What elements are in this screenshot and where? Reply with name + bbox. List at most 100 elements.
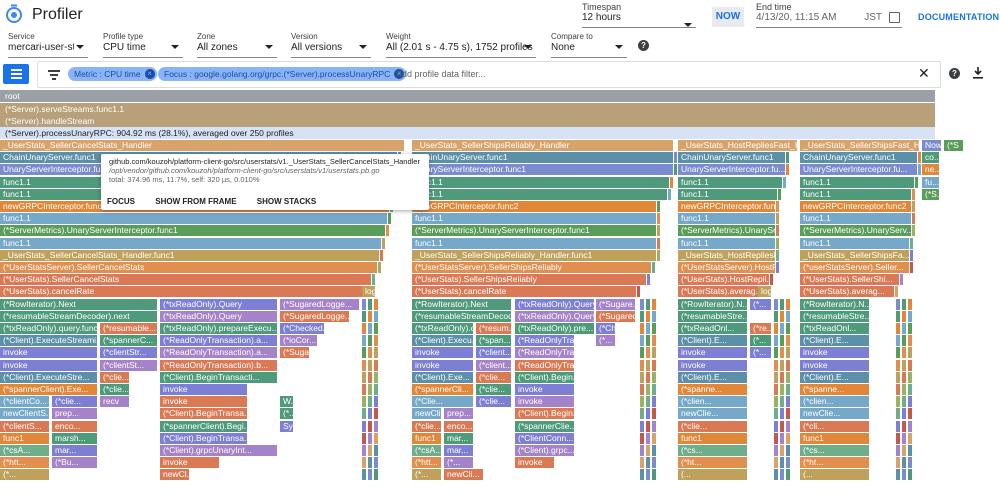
stack-frame[interactable]: [368, 469, 373, 481]
stack-frame[interactable]: func1.1: [800, 237, 910, 249]
stack-frame[interactable]: (*S: [944, 140, 964, 151]
stack-frame[interactable]: func1.1: [800, 213, 912, 225]
stack-frame[interactable]: (*clientSt...: [100, 359, 158, 371]
stack-frame[interactable]: [910, 249, 914, 261]
stack-frame[interactable]: [374, 432, 379, 444]
stack-frame[interactable]: (*re...: [750, 323, 772, 334]
stack-frame[interactable]: enco...: [444, 420, 474, 432]
stack-frame[interactable]: [374, 445, 379, 456]
stack-frame[interactable]: [774, 323, 779, 334]
stack-frame[interactable]: [780, 396, 785, 408]
stack-frame[interactable]: [646, 335, 651, 347]
stack-frame[interactable]: _UserStats_HostRepliesFast...: [678, 249, 776, 261]
stack-frame[interactable]: [896, 408, 901, 420]
stack-frame[interactable]: [640, 457, 645, 469]
stack-frame[interactable]: (*UserStatsServer).SellerShipsReliably: [412, 262, 652, 273]
stack-frame[interactable]: [896, 384, 901, 395]
stack-frame[interactable]: (*Client).grpc...: [515, 445, 575, 456]
stack-frame[interactable]: [640, 420, 645, 432]
stack-frame[interactable]: [780, 384, 785, 395]
stack-frame[interactable]: newGRPCInterceptor.func2: [412, 201, 657, 212]
stack-frame[interactable]: (*client...: [476, 359, 512, 371]
stack-frame[interactable]: [646, 457, 651, 469]
stack-frame[interactable]: func1.1: [0, 237, 382, 249]
metric-chip[interactable]: Metric : CPU time ×: [68, 67, 157, 81]
stack-frame[interactable]: (*...: [596, 335, 616, 347]
stack-frame[interactable]: (*ServerMetrics).UnaryServerInterceptor.…: [412, 225, 657, 237]
stack-frame[interactable]: (*htt...: [412, 457, 442, 469]
stack-frame[interactable]: [896, 323, 901, 334]
stack-frame[interactable]: enco...: [52, 420, 98, 432]
stack-frame[interactable]: [902, 457, 907, 469]
stack-frame[interactable]: [368, 335, 373, 347]
stack-frame[interactable]: [774, 347, 779, 359]
stack-frame[interactable]: (*Client).Begin...: [515, 408, 575, 420]
stack-frame[interactable]: [652, 323, 657, 334]
stack-frame[interactable]: [378, 262, 382, 273]
handle-stream-frame[interactable]: (*Server).handleStream: [0, 115, 935, 127]
stack-frame[interactable]: (*csA...: [412, 445, 442, 456]
stack-frame[interactable]: [780, 469, 785, 481]
stack-frame[interactable]: (*UserStats).HostRepli...: [678, 274, 770, 286]
stack-frame[interactable]: (*ClientConn...: [515, 432, 575, 444]
stack-frame[interactable]: [652, 420, 657, 432]
stack-frame[interactable]: [774, 396, 779, 408]
stack-frame[interactable]: (*UserStats).cancelRate: [412, 286, 637, 298]
stack-frame[interactable]: [362, 298, 367, 310]
stack-frame[interactable]: [896, 310, 901, 322]
stack-frame[interactable]: [780, 445, 785, 456]
stack-frame[interactable]: newCli...: [444, 469, 484, 481]
stack-frame[interactable]: (*Checked...: [280, 323, 325, 334]
stack-frame[interactable]: [776, 262, 780, 273]
stack-frame[interactable]: [640, 408, 645, 420]
stack-frame[interactable]: [362, 371, 367, 383]
stack-frame[interactable]: (*Client).Begin...: [515, 371, 575, 383]
stack-frame[interactable]: [640, 298, 645, 310]
stack-frame[interactable]: (*resum...: [476, 323, 512, 334]
stack-frame[interactable]: [374, 359, 379, 371]
stack-frame[interactable]: [774, 408, 779, 420]
stack-frame[interactable]: [896, 347, 901, 359]
version-select[interactable]: Version All versions: [291, 32, 371, 58]
stack-frame[interactable]: newGRPCInterceptor.func2: [678, 201, 776, 212]
stack-frame[interactable]: (*ReadOnlyTrans...: [515, 359, 575, 371]
stack-frame[interactable]: [902, 396, 907, 408]
stack-frame[interactable]: (*clientStr...: [100, 347, 158, 359]
zone-select[interactable]: Zone All zones: [197, 32, 277, 58]
clear-filters-icon[interactable]: ✕: [918, 65, 930, 81]
stack-frame[interactable]: (*client...: [476, 347, 512, 359]
stack-frame[interactable]: [640, 323, 645, 334]
stack-frame[interactable]: [774, 384, 779, 395]
stack-frame[interactable]: [646, 298, 651, 310]
stack-frame[interactable]: [652, 310, 657, 322]
stack-frame[interactable]: [646, 396, 651, 408]
stack-frame[interactable]: [786, 359, 791, 371]
stack-frame[interactable]: [908, 298, 913, 310]
stack-frame[interactable]: func1.1: [678, 188, 778, 200]
stack-frame[interactable]: [374, 384, 379, 395]
stack-frame[interactable]: (...: [678, 469, 748, 481]
stack-frame[interactable]: [368, 432, 373, 444]
stack-frame[interactable]: [362, 432, 367, 444]
stack-frame[interactable]: (*txReadOnly).Query: [515, 310, 595, 322]
stack-frame[interactable]: (*resumableStre...: [678, 310, 748, 322]
stack-frame[interactable]: (*UserStatsServer).SellerCancelStats: [0, 262, 378, 273]
stack-frame[interactable]: [652, 371, 657, 383]
stack-frame[interactable]: [786, 384, 791, 395]
stack-frame[interactable]: [362, 408, 367, 420]
stack-frame[interactable]: invoke: [515, 457, 555, 469]
stack-frame[interactable]: [652, 359, 657, 371]
stack-frame[interactable]: [902, 445, 907, 456]
stack-frame[interactable]: [368, 384, 373, 395]
stack-frame[interactable]: (*ReadOnlyTransaction).a...: [160, 347, 278, 359]
stack-frame[interactable]: [362, 347, 367, 359]
stack-frame[interactable]: (*Sugared...: [596, 310, 636, 322]
stack-frame[interactable]: [902, 371, 907, 383]
stack-frame[interactable]: [374, 323, 379, 334]
stack-frame[interactable]: [652, 335, 657, 347]
stack-frame[interactable]: _UserStats_SellerCancelStats_Handler: [0, 140, 405, 151]
stack-frame[interactable]: [368, 359, 373, 371]
stack-frame[interactable]: [902, 347, 907, 359]
stack-frame[interactable]: (*Client).BeginTransa...: [160, 408, 248, 420]
stack-frame[interactable]: (*clie...: [52, 396, 98, 408]
